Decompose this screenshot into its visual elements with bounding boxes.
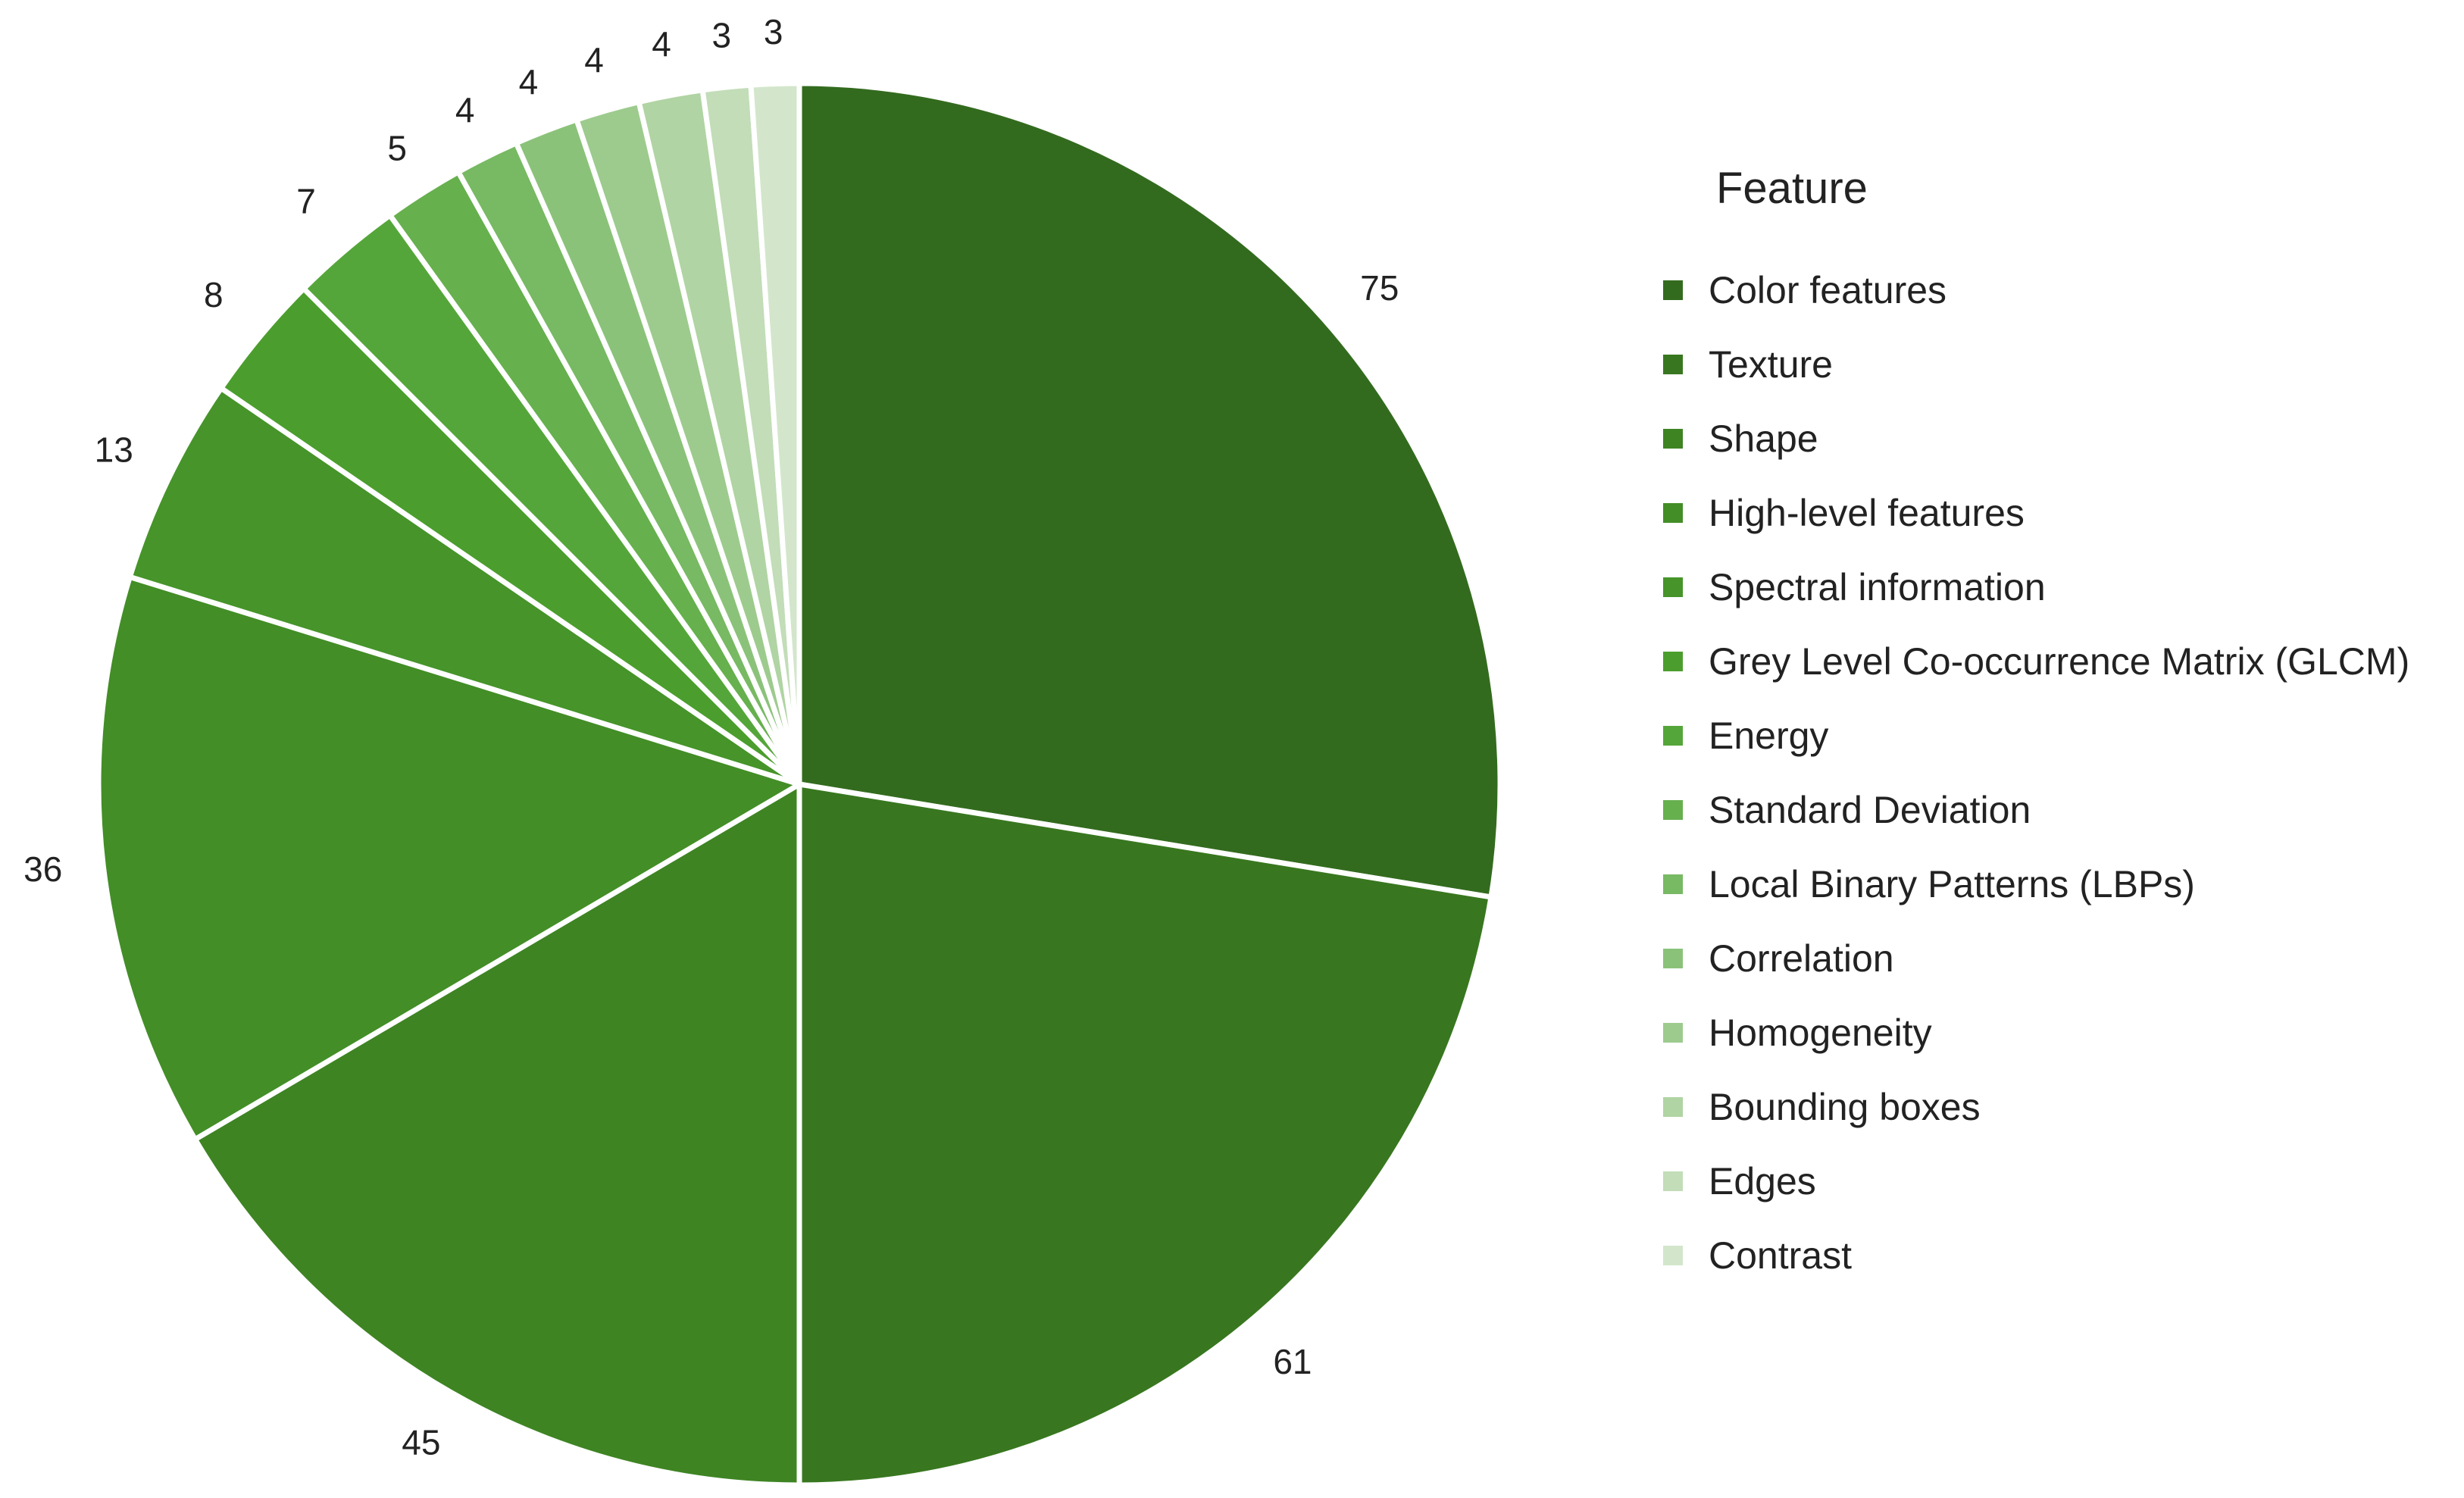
legend-label: Edges bbox=[1709, 1160, 1816, 1202]
legend-item: Contrast bbox=[1663, 1218, 2451, 1293]
legend-label: Local Binary Patterns (LBPs) bbox=[1709, 863, 2195, 905]
data-label: 5 bbox=[387, 129, 407, 168]
legend-label: Shape bbox=[1709, 418, 1818, 460]
legend-swatch bbox=[1663, 1023, 1683, 1043]
legend-swatch bbox=[1663, 874, 1683, 894]
legend-swatch bbox=[1663, 280, 1683, 300]
legend-item: Shape bbox=[1663, 402, 2451, 476]
legend-item: Correlation bbox=[1663, 921, 2451, 996]
legend-item: Edges bbox=[1663, 1144, 2451, 1218]
pie-slice bbox=[796, 80, 1503, 900]
legend-swatch bbox=[1663, 652, 1683, 671]
data-label: 4 bbox=[455, 90, 475, 130]
pie-slice bbox=[95, 574, 802, 1143]
legend-item: Local Binary Patterns (LBPs) bbox=[1663, 847, 2451, 921]
legend-label: Texture bbox=[1709, 343, 1833, 386]
data-label: 13 bbox=[95, 430, 133, 470]
legend-label: Bounding boxes bbox=[1709, 1086, 1981, 1128]
pie-slice bbox=[127, 385, 802, 787]
data-label: 3 bbox=[764, 12, 783, 52]
legend-swatch bbox=[1663, 949, 1683, 968]
data-label: 3 bbox=[711, 16, 731, 55]
legend: Feature Color features Texture Shape High-l… bbox=[1663, 163, 2451, 1293]
legend-item: Standard Deviation bbox=[1663, 773, 2451, 847]
legend-swatch bbox=[1663, 726, 1683, 746]
legend-swatch bbox=[1663, 355, 1683, 374]
legend-swatch bbox=[1663, 429, 1683, 449]
legend-item: Grey Level Co-occurrence Matrix (GLCM) bbox=[1663, 624, 2451, 699]
data-label: 7 bbox=[296, 181, 316, 220]
legend-swatch bbox=[1663, 800, 1683, 820]
legend-swatch bbox=[1663, 1246, 1683, 1265]
legend-label: Correlation bbox=[1709, 937, 1894, 980]
legend-title: Feature bbox=[1716, 164, 1868, 213]
legend-label: High-level features bbox=[1709, 492, 2025, 534]
legend-item: Color features bbox=[1663, 253, 2451, 327]
legend-swatch bbox=[1663, 503, 1683, 523]
legend-item: Spectral information bbox=[1663, 550, 2451, 624]
legend-item: Texture bbox=[1663, 327, 2451, 402]
pie-slice bbox=[192, 781, 802, 1488]
legend-label: Grey Level Co-occurrence Matrix (GLCM) bbox=[1709, 640, 2410, 683]
legend-item: Energy bbox=[1663, 699, 2451, 773]
legend-label: Homogeneity bbox=[1709, 1012, 1932, 1054]
data-label: 4 bbox=[519, 62, 539, 102]
data-label: 36 bbox=[23, 849, 62, 889]
legend-item: Homogeneity bbox=[1663, 996, 2451, 1070]
legend-label: Energy bbox=[1709, 715, 1829, 757]
legend-item: Bounding boxes bbox=[1663, 1070, 2451, 1144]
legend-label: Standard Deviation bbox=[1709, 789, 2031, 831]
legend-label: Color features bbox=[1709, 269, 1947, 311]
pie-slice bbox=[748, 80, 802, 787]
data-label: 4 bbox=[584, 40, 604, 80]
legend-swatch bbox=[1663, 1097, 1683, 1117]
legend-label: Contrast bbox=[1709, 1234, 1852, 1277]
data-label: 61 bbox=[1273, 1342, 1312, 1381]
data-label: 75 bbox=[1360, 268, 1399, 308]
data-label: 8 bbox=[204, 275, 224, 314]
data-label: 4 bbox=[652, 24, 671, 64]
legend-swatch bbox=[1663, 1171, 1683, 1191]
data-label: 45 bbox=[402, 1422, 440, 1462]
legend-items: Color features Texture Shape High-level fea… bbox=[1663, 253, 2451, 1293]
legend-swatch bbox=[1663, 577, 1683, 597]
legend-item: High-level features bbox=[1663, 476, 2451, 550]
legend-label: Spectral information bbox=[1709, 566, 2046, 608]
pie-slices bbox=[95, 80, 1503, 1488]
pie-slice bbox=[796, 781, 1494, 1488]
